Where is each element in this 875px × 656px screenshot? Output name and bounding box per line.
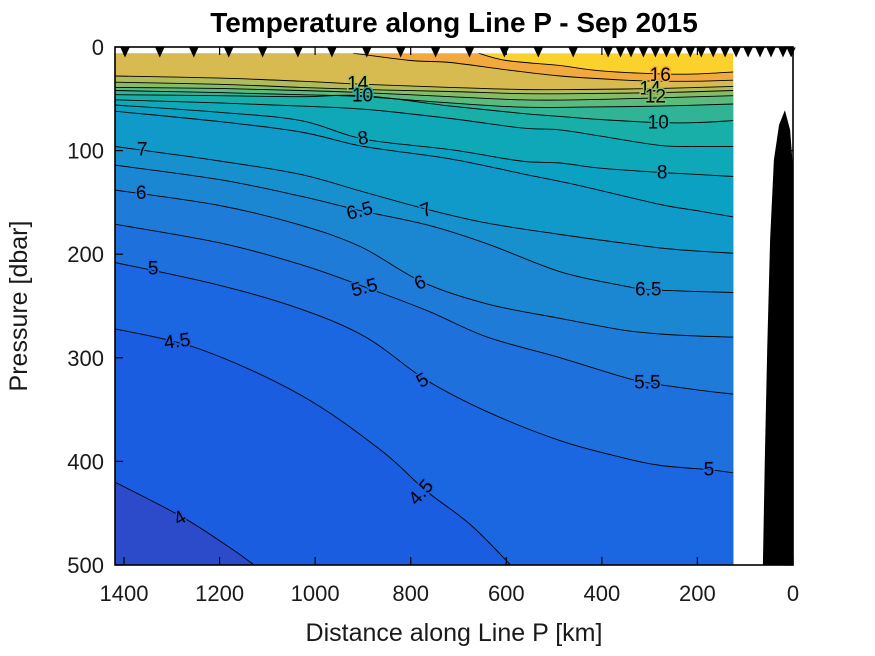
- contour-line-6: [115, 189, 734, 338]
- station-marker: [720, 47, 730, 58]
- contour-line-4.5: [115, 328, 511, 565]
- station-marker: [155, 47, 165, 58]
- station-marker: [685, 47, 695, 58]
- station-marker: [696, 47, 706, 58]
- station-marker: [120, 47, 130, 58]
- station-marker: [396, 47, 406, 58]
- contour-label-14: 14: [640, 78, 662, 99]
- y-tick-label: 200: [67, 242, 104, 267]
- contour-line-16: [478, 53, 734, 75]
- x-tick-label: 0: [787, 581, 799, 606]
- y-tick-label: 100: [67, 139, 104, 164]
- contour-bands: [115, 53, 734, 565]
- station-marker: [464, 47, 475, 58]
- station-marker: [293, 47, 303, 58]
- station-marker: [189, 47, 199, 58]
- contour-label-5.5: 5.5: [634, 373, 660, 394]
- contour-line-10: [115, 94, 734, 124]
- contour-label-10: 10: [648, 113, 669, 134]
- station-marker: [766, 47, 776, 58]
- station-marker: [638, 47, 648, 58]
- plot-border: [114, 46, 794, 566]
- station-marker: [615, 47, 626, 58]
- contour-label-10: 10: [352, 86, 373, 107]
- y-tick-label: 0: [92, 35, 104, 60]
- station-marker: [327, 47, 337, 58]
- contour-line-12: [115, 86, 734, 101]
- contour-line-7.5: [115, 110, 734, 218]
- axis-ticks: [115, 46, 794, 566]
- contour-label-8: 8: [356, 128, 369, 150]
- contour-band-lt4: [115, 482, 254, 565]
- station-marker: [743, 47, 753, 58]
- x-axis-label: Distance along Line P [km]: [306, 619, 603, 647]
- contour-label-12: 12: [645, 87, 666, 108]
- station-marker: [661, 47, 671, 58]
- x-tick-label: 400: [584, 581, 621, 606]
- station-marker: [431, 47, 441, 58]
- contour-label-14: 14: [347, 73, 369, 94]
- contour-line-5: [115, 262, 734, 474]
- contour-line-6.5: [115, 164, 734, 293]
- station-marker: [533, 47, 543, 58]
- station-marker: [708, 47, 718, 58]
- contour-lines: [115, 53, 734, 565]
- station-marker: [786, 47, 796, 58]
- contour-label-8: 8: [657, 162, 668, 183]
- x-tick-label: 800: [392, 581, 429, 606]
- station-marker: [499, 47, 509, 58]
- contour-label-6: 6: [136, 183, 147, 204]
- contour-line-15: [352, 53, 734, 82]
- contour-label-4.5: 4.5: [163, 330, 192, 354]
- station-marker: [650, 47, 660, 58]
- y-tick-label: 400: [67, 449, 104, 474]
- station-marker: [603, 47, 613, 58]
- contour-label-5: 5: [148, 259, 159, 280]
- y-tick-label: 500: [67, 553, 104, 578]
- station-marker: [673, 47, 683, 58]
- contour-line-8: [115, 104, 734, 177]
- contour-band-lt4.5: [115, 328, 511, 565]
- contour-label-5: 5: [704, 460, 715, 481]
- x-tick-label: 1200: [195, 581, 244, 606]
- y-tick-label: 300: [67, 346, 104, 371]
- contour-line-7: [115, 146, 734, 254]
- contour-label-7: 7: [137, 140, 148, 161]
- x-tick-label: 1000: [291, 581, 340, 606]
- contour-line-11: [115, 90, 734, 108]
- station-marker: [778, 47, 788, 58]
- x-tick-label: 1400: [100, 581, 149, 606]
- contour-line-9: [115, 99, 734, 147]
- x-tick-label: 600: [488, 581, 525, 606]
- contour-line-13: [115, 81, 734, 95]
- station-marker: [626, 47, 636, 58]
- contour-line-4: [115, 481, 255, 565]
- contour-label-16: 16: [650, 65, 671, 86]
- contour-line-5.5: [115, 223, 734, 395]
- contour-label-6.5: 6.5: [635, 279, 661, 300]
- station-marker: [258, 47, 268, 58]
- contour-line-14: [115, 75, 734, 91]
- station-marker: [568, 47, 578, 58]
- station-marker: [224, 47, 234, 58]
- x-tick-label: 200: [679, 581, 716, 606]
- y-axis-label: Pressure [dbar]: [5, 221, 33, 392]
- station-marker: [755, 47, 765, 58]
- station-marker: [362, 47, 372, 58]
- bathymetry-mask: [762, 110, 793, 565]
- plot-title: Temperature along Line P - Sep 2015: [210, 7, 698, 38]
- station-markers: [120, 47, 796, 58]
- station-marker: [731, 47, 741, 58]
